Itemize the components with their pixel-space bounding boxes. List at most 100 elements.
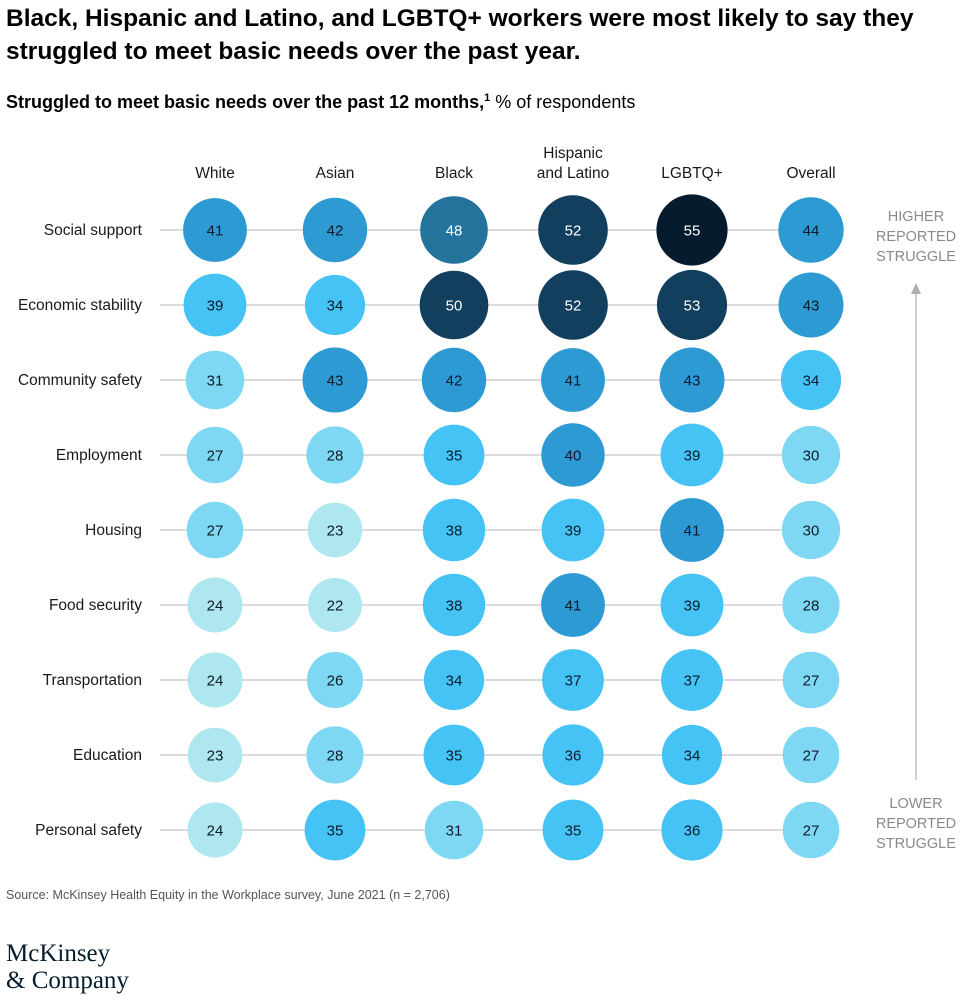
data-label-personal-safety-lgbtq: 36 <box>684 823 701 840</box>
bubble-housing-overall <box>781 500 841 560</box>
bubble-social-support-lgbtq <box>656 194 728 266</box>
column-header-hispanic-and-latino-line-2: and Latino <box>537 165 609 182</box>
bubble-personal-safety-black <box>424 800 484 860</box>
data-label-employment-asian: 28 <box>327 448 344 465</box>
data-label-food-security-overall: 28 <box>803 598 820 615</box>
data-label-community-safety-hispanic-and-latino: 41 <box>565 373 582 390</box>
bubble-economic-stability-overall <box>778 272 844 338</box>
row-label-food-security: Food security <box>49 597 142 614</box>
bubble-personal-safety-overall <box>782 801 840 859</box>
data-label-transportation-hispanic-and-latino: 37 <box>565 673 582 690</box>
data-label-employment-lgbtq: 39 <box>684 448 701 465</box>
bubble-education-lgbtq <box>661 724 723 786</box>
scale-label-lower-line-2: REPORTED <box>876 816 956 832</box>
column-header-lgbtq: LGBTQ+ <box>661 165 723 182</box>
bubble-social-support-overall <box>778 197 844 263</box>
bubble-economic-stability-black <box>419 270 489 340</box>
bubble-housing-asian <box>307 502 363 558</box>
bubble-social-support-hispanic-and-latino <box>538 195 608 265</box>
bubble-housing-hispanic-and-latino <box>541 498 605 562</box>
data-label-community-safety-white: 31 <box>207 373 224 390</box>
data-label-housing-lgbtq: 41 <box>684 523 701 540</box>
bubble-employment-lgbtq <box>660 423 724 487</box>
bubble-food-security-asian <box>308 578 362 632</box>
data-label-education-lgbtq: 34 <box>684 748 701 765</box>
bubble-heatmap-chart: White Asian Black Hispanic and Latino LGBTQ+ O… <box>18 145 956 861</box>
bubble-transportation-black <box>423 649 485 711</box>
bubble-transportation-lgbtq <box>661 649 723 711</box>
data-label-food-security-white: 24 <box>207 598 224 615</box>
bubble-education-overall <box>782 726 840 784</box>
data-label-employment-black: 35 <box>446 448 463 465</box>
data-label-transportation-black: 34 <box>446 673 463 690</box>
scale-arrow-head-icon <box>911 283 921 294</box>
bubble-food-security-hispanic-and-latino <box>541 573 605 637</box>
chart-title: Black, Hispanic and Latino, and LGBTQ+ w… <box>6 5 914 65</box>
column-header-asian: Asian <box>316 165 355 182</box>
bubble-employment-overall <box>781 425 841 485</box>
data-label-economic-stability-hispanic-and-latino: 52 <box>565 298 582 315</box>
row-label-transportation: Transportation <box>43 672 142 689</box>
data-label-transportation-asian: 26 <box>327 673 344 690</box>
bubble-community-safety-lgbtq <box>659 347 725 413</box>
row-label-personal-safety: Personal safety <box>35 822 142 839</box>
bubble-personal-safety-lgbtq <box>661 799 723 861</box>
data-label-economic-stability-overall: 43 <box>803 298 820 315</box>
column-header-black: Black <box>435 165 473 182</box>
data-label-housing-white: 27 <box>207 523 224 540</box>
bubble-education-black <box>423 724 485 786</box>
data-label-economic-stability-lgbtq: 53 <box>684 298 701 315</box>
bubble-personal-safety-hispanic-and-latino <box>542 799 604 861</box>
data-label-transportation-lgbtq: 37 <box>684 673 701 690</box>
row-label-economic-stability: Economic stability <box>18 297 142 314</box>
scale-label-lower-line-1: LOWER <box>889 796 942 812</box>
bubble-transportation-asian <box>307 652 363 708</box>
bubble-social-support-black <box>420 196 488 264</box>
bubble-community-safety-overall <box>780 349 842 411</box>
data-label-food-security-hispanic-and-latino: 41 <box>565 598 582 615</box>
data-label-housing-black: 38 <box>446 523 463 540</box>
bubble-education-hispanic-and-latino <box>542 724 604 786</box>
data-label-community-safety-lgbtq: 43 <box>684 373 701 390</box>
row-label-community-safety: Community safety <box>18 372 142 389</box>
bubble-community-safety-black <box>421 347 487 413</box>
data-label-economic-stability-asian: 34 <box>327 298 344 315</box>
data-label-social-support-overall: 44 <box>803 223 820 240</box>
data-label-personal-safety-overall: 27 <box>803 823 820 840</box>
bubble-economic-stability-asian <box>304 274 366 336</box>
bubble-food-security-black <box>422 573 486 637</box>
bubble-personal-safety-white <box>187 802 243 858</box>
data-label-food-security-asian: 22 <box>327 598 344 615</box>
bubble-housing-black <box>422 498 486 562</box>
bubble-housing-lgbtq <box>660 498 724 562</box>
data-label-transportation-white: 24 <box>207 673 224 690</box>
data-label-education-asian: 28 <box>327 748 344 765</box>
bubble-housing-white <box>186 501 244 559</box>
data-label-food-security-lgbtq: 39 <box>684 598 701 615</box>
bubble-economic-stability-lgbtq <box>656 269 728 341</box>
data-label-community-safety-asian: 43 <box>327 373 344 390</box>
data-label-economic-stability-white: 39 <box>207 298 224 315</box>
bubble-education-asian <box>306 726 364 784</box>
data-label-social-support-asian: 42 <box>327 223 344 240</box>
bubble-employment-white <box>186 426 244 484</box>
subtitle-units: % of respondents <box>490 92 636 112</box>
row-label-employment: Employment <box>56 447 143 464</box>
scale-label-higher-line-1: HIGHER <box>888 209 944 225</box>
row-label-housing: Housing <box>85 522 142 539</box>
data-label-social-support-hispanic-and-latino: 52 <box>565 223 582 240</box>
data-label-social-support-lgbtq: 55 <box>684 223 701 240</box>
data-label-employment-overall: 30 <box>803 448 820 465</box>
data-label-personal-safety-black: 31 <box>446 823 463 840</box>
bubble-food-security-overall <box>782 576 840 634</box>
bubble-employment-black <box>423 424 485 486</box>
mckinsey-logo: McKinsey & Company <box>6 940 129 994</box>
data-label-community-safety-overall: 34 <box>803 373 820 390</box>
data-label-education-overall: 27 <box>803 748 820 765</box>
data-label-social-support-white: 41 <box>207 223 224 240</box>
data-label-transportation-overall: 27 <box>803 673 820 690</box>
data-label-education-black: 35 <box>446 748 463 765</box>
bubble-economic-stability-hispanic-and-latino <box>538 270 608 340</box>
chart-subtitle: Struggled to meet basic needs over the p… <box>6 92 635 113</box>
bubble-employment-hispanic-and-latino <box>541 423 605 487</box>
